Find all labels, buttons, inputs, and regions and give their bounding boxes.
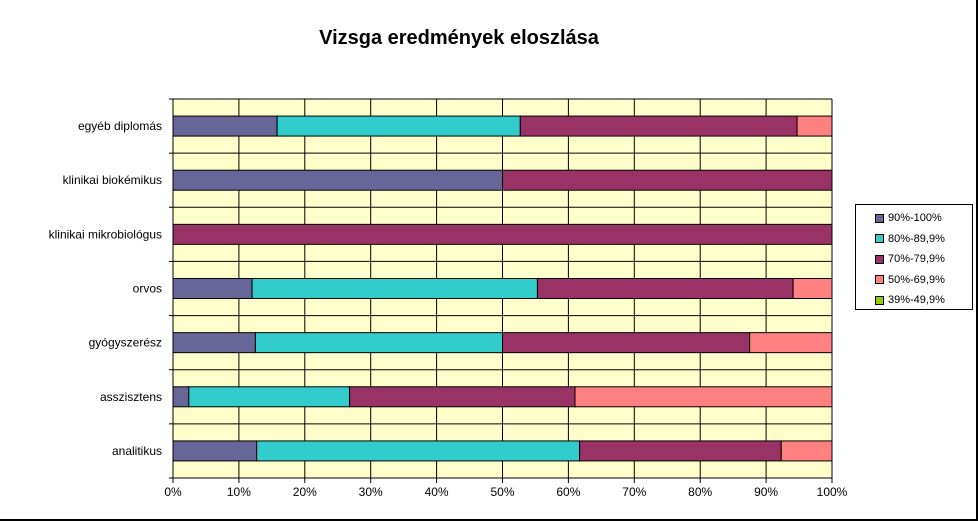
bar-segment <box>172 440 258 462</box>
bars <box>172 115 833 462</box>
x-tick-label: 50% <box>490 485 514 499</box>
category-label: asszisztens <box>100 390 162 404</box>
bar-segment <box>172 386 190 408</box>
legend-label: 90%-100% <box>888 212 942 225</box>
bar-segment <box>574 386 833 408</box>
bar-segment <box>172 223 833 245</box>
legend-item: 39%-49,9% <box>856 290 972 311</box>
bar-segment <box>276 115 521 137</box>
bar-segment <box>254 332 503 354</box>
category-label: klinikai mikrobiológus <box>49 227 162 241</box>
category-label: gyógyszerész <box>89 336 162 350</box>
legend-label: 80%-89,9% <box>888 232 945 245</box>
bar-segment <box>172 332 256 354</box>
bar-segment <box>349 386 576 408</box>
bar-segment <box>519 115 798 137</box>
bar-segment <box>251 278 538 299</box>
bar-segment <box>780 440 833 462</box>
legend-swatch <box>875 275 884 285</box>
legend-label: 39%-49,9% <box>888 294 945 307</box>
legend-label: 70%-79,9% <box>888 253 945 266</box>
chart-title: Vizsga eredmények eloszlása <box>319 27 599 49</box>
x-tick-label: 60% <box>556 485 580 499</box>
category-label: egyéb diplomás <box>78 119 162 133</box>
legend-label: 50%-69,9% <box>888 273 945 286</box>
category-labels: egyéb diplomás klinikai biokémikus klinika… <box>49 119 162 458</box>
x-tick-label: 0% <box>164 485 182 499</box>
legend-item: 80%-89,9% <box>856 229 972 250</box>
category-label: klinikai biokémikus <box>63 173 162 187</box>
legend-swatch <box>875 295 884 305</box>
bar-segment <box>502 332 751 354</box>
bar-segment <box>172 169 503 191</box>
legend-item: 50%-69,9% <box>856 270 972 291</box>
bar-segment <box>188 386 351 408</box>
x-tick-label: 20% <box>293 485 317 499</box>
bar-segment <box>536 278 794 299</box>
axes <box>169 98 833 483</box>
x-tick-label: 40% <box>425 485 449 499</box>
x-tick-labels: 0% 10% 20% 30% 40% 50% 60% 70% 80% 90% 100% <box>164 485 847 499</box>
legend-swatch <box>875 213 884 223</box>
legend: 90%-100% 80%-89,9% 70%-79,9% 50%-69,9% 39%-4… <box>855 204 973 310</box>
bar-segment <box>792 278 833 299</box>
bar-segment <box>579 440 782 462</box>
x-tick-label: 10% <box>227 485 251 499</box>
x-tick-label: 80% <box>688 485 712 499</box>
legend-swatch <box>875 254 884 264</box>
x-tick-label: 70% <box>622 485 646 499</box>
bar-segment <box>172 115 278 137</box>
category-label: analitikus <box>112 444 162 458</box>
x-tick-label: 30% <box>359 485 383 499</box>
bar-segment <box>172 278 253 299</box>
bar-segment <box>502 169 833 191</box>
category-label: orvos <box>133 282 162 296</box>
legend-item: 70%-79,9% <box>856 249 972 270</box>
legend-swatch <box>875 234 884 244</box>
x-tick-label: 100% <box>817 485 848 499</box>
legend-item: 90%-100% <box>856 208 972 229</box>
x-tick-label: 90% <box>754 485 778 499</box>
bar-segment <box>749 332 833 354</box>
bar-segment <box>796 115 833 137</box>
bar-segment <box>256 440 581 462</box>
